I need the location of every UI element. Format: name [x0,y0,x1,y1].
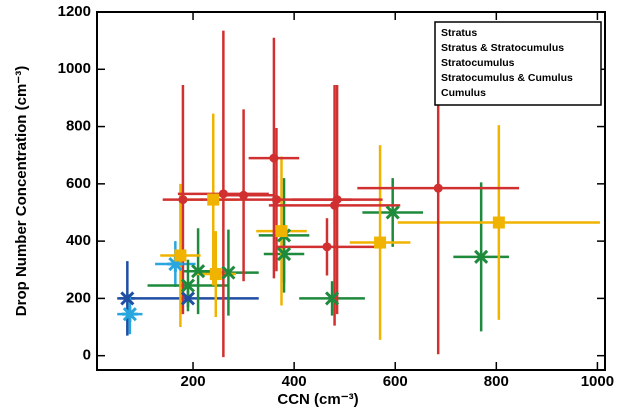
y-tick-label: 0 [83,347,91,364]
marker [324,291,340,306]
marker [492,216,505,229]
x-tick-label: 200 [181,373,206,390]
marker [474,249,489,264]
x-tick-label: 1000 [581,373,614,390]
x-tick-label: 600 [383,373,408,390]
marker [275,225,288,238]
marker [374,236,387,249]
marker [385,205,400,220]
legend-entry: Stratocumulus [441,57,515,69]
marker [121,306,138,323]
marker [218,189,228,199]
legend-entry: Cumulus [441,87,486,99]
y-tick-label: 1200 [58,3,91,20]
marker [221,265,236,280]
y-tick-label: 800 [66,118,91,135]
marker [239,190,249,200]
x-axis-label: CCN (cm⁻³) [277,391,358,408]
legend-entry: Stratocumulus & Cumulus [441,72,573,84]
y-axis-label: Drop Number Concentration (cm⁻³) [13,66,30,316]
legend-box [434,21,602,106]
marker [271,195,281,205]
marker [207,193,220,206]
y-tick-label: 1000 [58,60,91,77]
marker [167,256,184,273]
marker [178,195,188,205]
x-tick-label: 400 [282,373,307,390]
marker [191,264,206,279]
y-tick-label: 600 [66,175,91,192]
marker [180,278,196,293]
marker [276,246,292,262]
y-tick-label: 400 [66,232,91,249]
plot-frame [96,11,606,371]
legend-entry: Stratus [441,27,477,39]
y-tick-label: 200 [66,289,91,306]
x-tick-label: 800 [484,373,509,390]
marker [180,291,196,306]
legend-entry: Stratus & Stratocumulus [441,42,564,54]
marker [322,242,332,252]
marker [120,291,135,306]
marker [433,183,443,193]
marker [332,195,342,205]
marker [174,249,187,262]
marker [269,153,279,163]
marker [209,268,222,281]
